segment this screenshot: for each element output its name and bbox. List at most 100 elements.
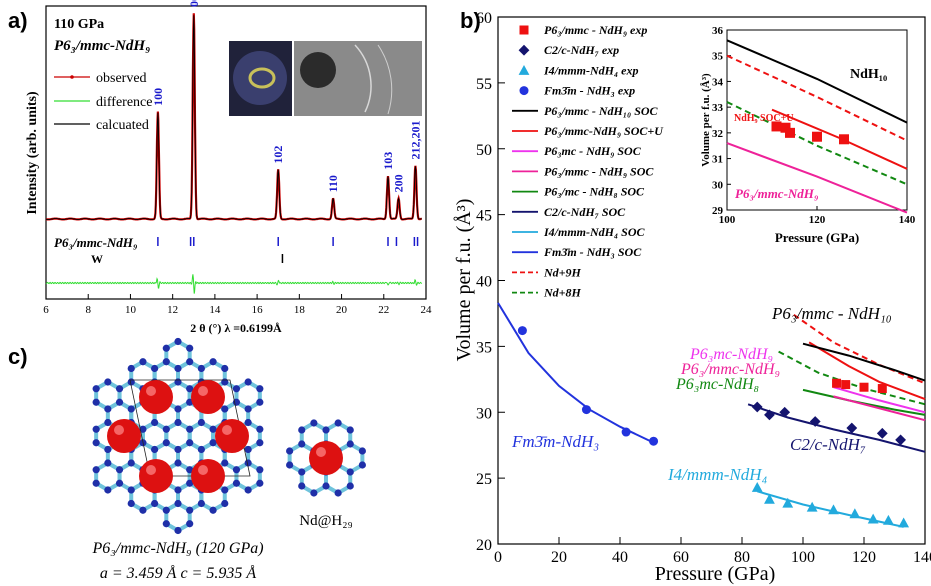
legend-label: P6₃/mc - NdH₈ SOC: [544, 185, 645, 199]
h-atom: [256, 425, 264, 433]
nd-atom: [139, 459, 173, 493]
inset-series: [726, 39, 908, 214]
series-line: [726, 101, 908, 186]
panel-label-b: b): [460, 8, 481, 33]
h-atom: [151, 499, 159, 508]
h-atom: [139, 425, 147, 433]
h-atom: [358, 447, 366, 455]
legend-label: Fm3̄m - NdH₃ exp: [543, 84, 635, 98]
data-point: [649, 436, 659, 446]
lattice-parameters: a = 3.459 Å c = 5.935 Å: [100, 564, 256, 582]
h-atom: [244, 445, 252, 454]
eos-annotations: Fm3̄m-NdH₃ I4/mmm-NdH₄ C2/c-NdH₇ P6₃mc-N…: [511, 304, 892, 484]
h-atom: [104, 486, 112, 494]
h-atom: [139, 358, 147, 366]
h-atom: [232, 479, 241, 487]
eos-series: [497, 302, 926, 528]
h-atom: [186, 506, 194, 514]
nd-atom: [191, 380, 225, 414]
h-atom: [151, 418, 159, 427]
eos-x-tick-label: 20: [551, 549, 567, 566]
h-atom: [174, 405, 182, 413]
xrd-x-axis-label: 2 θ (°) λ =0.6199Å: [190, 321, 282, 335]
data-point: [839, 134, 849, 145]
h-atom: [322, 482, 330, 490]
h-atom: [115, 466, 124, 474]
series-line: [802, 388, 926, 416]
eos-y-tick-label: 25: [476, 471, 492, 488]
legend-difference-label: difference: [96, 95, 152, 110]
h-atom: [174, 499, 182, 508]
eos-panel: 020406080100120140202530354045505560 Pre…: [453, 10, 931, 585]
h-atom: [115, 385, 124, 393]
cluster-label: Nd@H₂₉: [299, 513, 352, 529]
h-atom: [92, 466, 100, 474]
series-line: [726, 39, 908, 124]
h-atom: [256, 439, 264, 447]
h-atom: [186, 358, 194, 366]
h-atom: [244, 405, 252, 413]
annot-fm3m-ndh3: Fm3̄m-NdH₃: [511, 432, 599, 451]
hkl-label: 103: [381, 152, 395, 170]
nd-atom-highlight: [114, 425, 124, 435]
eos-x-tick-label: 60: [673, 549, 689, 566]
legend-label: Nd+8H: [543, 286, 582, 300]
nd-h9-lattice-view: [92, 337, 264, 535]
series-line: [726, 54, 908, 142]
inset-y-tick-label: 29: [712, 205, 724, 217]
debye-ring-2: [377, 44, 393, 115]
inset-annot-ndh9: P6₃/mmc-NdH₉: [735, 186, 819, 201]
annot-p63mc-ndh8: P6₃mc-NdH₈: [675, 376, 759, 393]
eos-x-tick-label: 80: [734, 549, 750, 566]
annot-p63mmc-ndh9: P6₃/mmc-NdH₉: [680, 361, 780, 378]
h-atom: [221, 459, 229, 467]
h-atom: [197, 364, 205, 373]
h-atom: [209, 506, 217, 514]
h-atom: [104, 378, 112, 386]
legend-label: P6₃/mmc - NdH₉ exp: [544, 23, 647, 37]
nd-atom: [309, 441, 343, 475]
xrd-x-tick-label: 20: [336, 304, 348, 316]
calculated-curve: [45, 15, 422, 220]
nd-atom-highlight: [146, 465, 156, 475]
h-atom: [346, 426, 354, 434]
h-atom: [209, 358, 217, 366]
data-point: [771, 121, 782, 132]
h-atom: [358, 461, 366, 469]
data-point: [764, 493, 775, 504]
data-point: [517, 326, 527, 336]
h-atom: [256, 385, 264, 393]
legend-marker: [519, 86, 529, 96]
h-atom: [151, 364, 159, 373]
nd-atom: [215, 419, 249, 453]
h-atom: [127, 405, 135, 413]
xrd-panel: 6 8 10 12 14 16 18 20 22 24 2 θ (°) λ =0.6199Å In…: [25, 0, 432, 335]
h-atom: [256, 398, 264, 406]
data-point: [581, 405, 591, 415]
inset-frame: [726, 29, 908, 211]
h-atom: [92, 398, 100, 406]
eos-legend: P6₃/mmc - NdH₉ exp C2/c-NdH₇ exp I4/mmm-Nd…: [512, 23, 664, 300]
xrd-x-tick-label: 16: [252, 304, 264, 316]
h-atom: [334, 419, 342, 427]
h-atom: [186, 520, 194, 528]
xrd-x-tick-label: 12: [167, 304, 178, 316]
panel-label-a: a): [8, 8, 28, 33]
hkl-label: 212,201: [408, 120, 422, 159]
nd-atom: [107, 419, 141, 453]
h-atom: [127, 364, 135, 373]
h-atom: [310, 419, 318, 427]
xrd-curves: [45, 13, 423, 294]
inset-x-axis-label: Pressure (GPa): [775, 230, 859, 245]
h-atom: [197, 499, 205, 508]
data-point: [841, 380, 851, 390]
h-atom: [174, 445, 182, 454]
h-atom: [221, 378, 229, 386]
hkl-label: 100: [151, 88, 165, 106]
xrd-x-tick-label: 24: [421, 304, 433, 316]
h-atom: [286, 461, 294, 469]
h-atom: [104, 459, 112, 467]
data-point: [812, 131, 822, 142]
legend-observed-label: observed: [96, 71, 147, 86]
